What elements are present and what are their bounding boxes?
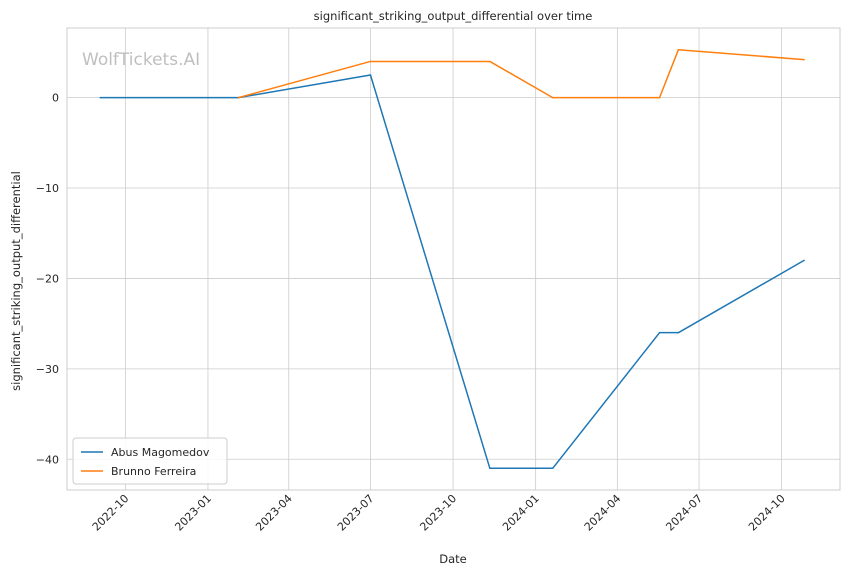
data-point-abus-magomedov-3: [489, 467, 491, 470]
chart-title: significant_striking_output_differential…: [314, 9, 593, 23]
legend: Abus Magomedov Brunno Ferreira: [72, 437, 228, 485]
data-point-brunno-ferreira-6: [803, 58, 805, 61]
y-tick-label--30: −30: [36, 363, 59, 376]
watermark: WolfTickets.AI: [82, 50, 200, 70]
data-point-abus-magomedov-7: [803, 259, 805, 262]
grid: [67, 28, 840, 490]
y-axis: 0 −10 −20 −30 −40: [36, 92, 59, 467]
data-point-abus-magomedov-5: [658, 331, 661, 334]
data-point-abus-magomedov-4: [551, 467, 554, 470]
y-tick-label--40: −40: [36, 453, 59, 466]
y-tick-label--10: −10: [36, 182, 59, 195]
data-point-abus-magomedov-2: [369, 74, 372, 76]
data-point-brunno-ferreira-5: [677, 48, 680, 51]
data-point-brunno-ferreira-1: [369, 60, 372, 63]
data-point-abus-magomedov-6: [677, 331, 680, 334]
data-point-abus-magomedov-0: [99, 96, 101, 99]
series-layer: [99, 48, 805, 470]
data-point-brunno-ferreira-3: [551, 96, 554, 99]
y-axis-label: significant_striking_output_differential: [9, 171, 23, 391]
y-tick-label--20: −20: [36, 272, 59, 285]
series-line-abus-magomedov: [100, 74, 805, 470]
legend-label-brunno-ferreira: Brunno Ferreira: [111, 465, 196, 478]
legend-label-abus-magomedov: Abus Magomedov: [111, 446, 210, 459]
plot-frame: [66, 27, 841, 491]
data-point-brunno-ferreira-0: [237, 96, 240, 99]
y-tick-label-0: 0: [52, 92, 59, 105]
data-point-brunno-ferreira-4: [658, 96, 661, 99]
x-axis-label: Date: [439, 552, 467, 566]
data-point-brunno-ferreira-2: [489, 60, 491, 63]
legend-box: [72, 437, 228, 485]
